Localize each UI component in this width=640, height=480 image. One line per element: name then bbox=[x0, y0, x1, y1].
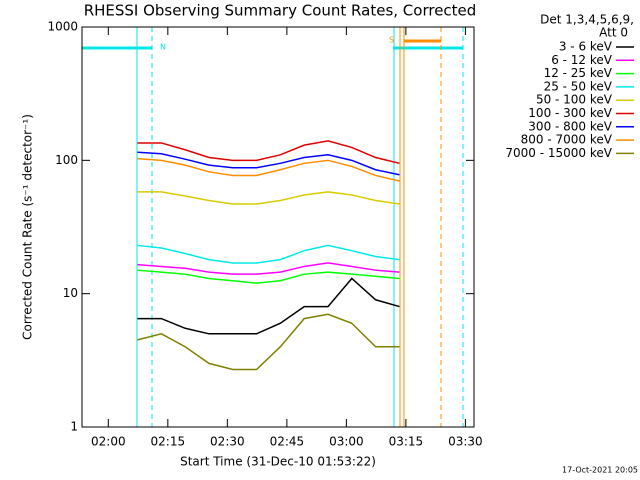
series-line bbox=[137, 191, 400, 205]
y-tick-label: 1 bbox=[70, 420, 78, 434]
y-tick-label: 1000 bbox=[47, 20, 78, 34]
legend-label: 100 - 300 keV bbox=[528, 106, 612, 120]
series-line bbox=[137, 269, 400, 284]
x-tick-label: 02:45 bbox=[270, 435, 305, 449]
legend-label: 300 - 800 keV bbox=[528, 119, 612, 133]
legend-header: Att 0 bbox=[599, 26, 628, 40]
series-line bbox=[137, 151, 400, 176]
y-axis-label: Corrected Count Rate (s⁻¹ detector⁻¹) bbox=[21, 114, 35, 340]
x-tick-label: 02:15 bbox=[151, 435, 186, 449]
x-tick-label: 02:00 bbox=[91, 435, 126, 449]
series-line bbox=[137, 313, 400, 371]
legend-label: 6 - 12 keV bbox=[551, 53, 613, 67]
x-tick-label: 02:30 bbox=[210, 435, 245, 449]
attitude-flags bbox=[82, 27, 464, 427]
legend-label: 3 - 6 keV bbox=[559, 40, 613, 54]
legend-label: 800 - 7000 keV bbox=[521, 133, 613, 147]
series-line bbox=[137, 244, 400, 264]
y-tick-label: 10 bbox=[63, 286, 78, 300]
legend-label: 50 - 100 keV bbox=[536, 93, 613, 107]
legend-label: 12 - 25 keV bbox=[544, 66, 613, 80]
legend-label: 7000 - 15000 keV bbox=[505, 146, 612, 160]
plot-frame bbox=[81, 26, 475, 428]
x-axis-label: Start Time (31-Dec-10 01:53:22) bbox=[180, 455, 376, 469]
chart-title: RHESSI Observing Summary Count Rates, Co… bbox=[84, 2, 477, 20]
series-line bbox=[137, 157, 400, 182]
x-tick-label: 03:15 bbox=[389, 435, 424, 449]
legend-label: 25 - 50 keV bbox=[544, 79, 613, 93]
series-line bbox=[137, 262, 400, 275]
legend-header: Det 1,3,4,5,6,9, bbox=[540, 13, 634, 27]
footer: 17-Oct-2021 20:05 bbox=[562, 466, 638, 475]
series-line bbox=[137, 277, 400, 335]
x-tick-label: 03:00 bbox=[329, 435, 364, 449]
annotation: N bbox=[160, 43, 166, 52]
y-tick-label: 100 bbox=[55, 153, 78, 167]
series-line bbox=[137, 140, 400, 165]
annotation: S bbox=[389, 36, 394, 45]
x-tick-label: 03:30 bbox=[448, 435, 483, 449]
